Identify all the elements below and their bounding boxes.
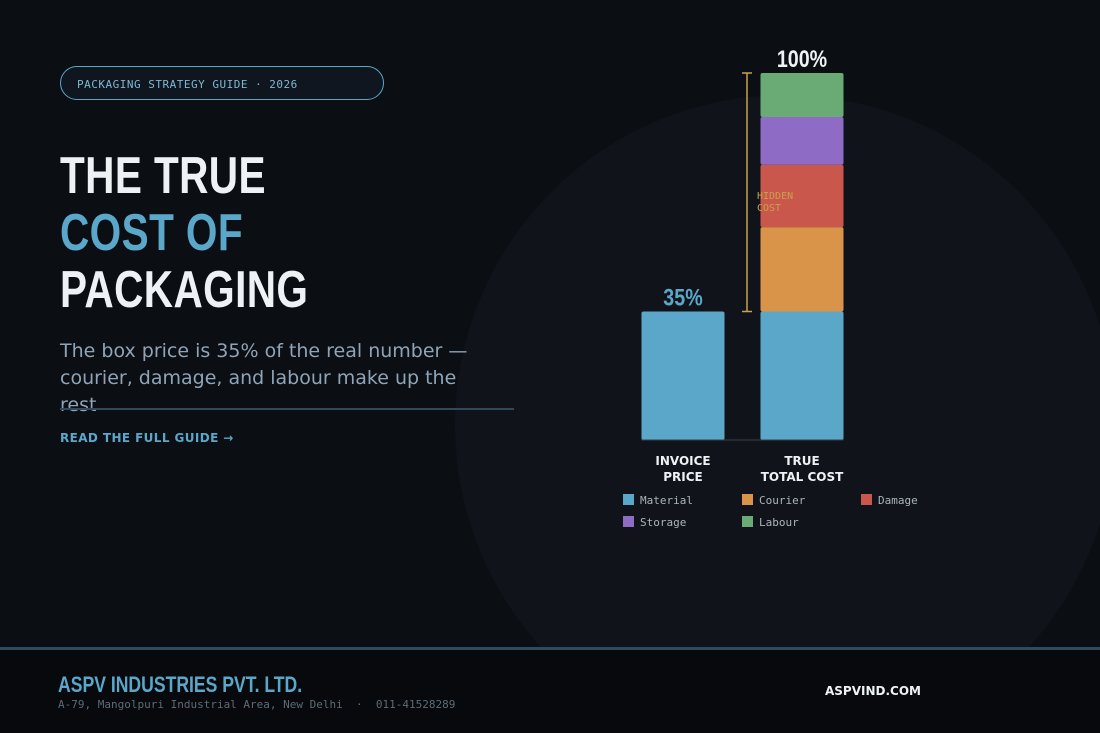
- legend-label: Storage: [640, 516, 687, 529]
- legend-swatch: [742, 494, 753, 505]
- address: A-79, Mangolpuri Industrial Area, New De…: [58, 698, 456, 711]
- legend-entry: Damage: [861, 494, 918, 508]
- legend-entry: Material: [623, 494, 693, 508]
- legend-label: Courier: [759, 494, 806, 507]
- title-line: THE TRUE: [60, 147, 266, 205]
- x-tick-label: TRUE TOTAL COST: [760, 454, 844, 484]
- bar-segment: [760, 164, 844, 228]
- bar-segment: [760, 73, 844, 118]
- title-line: COST OF: [60, 204, 243, 262]
- total-label: 35%: [663, 284, 702, 311]
- tag-pill: PACKAGING STRATEGY GUIDE · 2026: [60, 66, 384, 100]
- footer: [0, 647, 1100, 733]
- legend-label: Damage: [878, 494, 918, 507]
- legend-entry: Courier: [742, 494, 805, 508]
- divider: [60, 408, 514, 410]
- bar-segment: [641, 311, 725, 440]
- legend-label: Material: [640, 494, 693, 507]
- legend-swatch: [623, 494, 634, 505]
- subtitle: The box price is 35% of the real number …: [60, 340, 468, 416]
- legend-swatch: [742, 516, 753, 527]
- hidden-cost-bracket: [742, 72, 752, 313]
- total-label: 100%: [777, 45, 827, 72]
- legend-swatch: [623, 516, 634, 527]
- legend-entry: Storage: [623, 516, 686, 530]
- legend-label: Labour: [759, 516, 799, 529]
- title-line: PACKAGING: [60, 261, 309, 319]
- website-link[interactable]: ASPVIND.COM: [825, 684, 921, 698]
- bar-segment: [760, 311, 844, 440]
- legend-swatch: [861, 494, 872, 505]
- x-tick-label: INVOICE PRICE: [655, 454, 711, 484]
- cta-link[interactable]: READ THE FULL GUIDE →: [60, 431, 234, 445]
- legend-entry: Labour: [742, 516, 799, 530]
- bar-segment: [760, 117, 844, 165]
- annotation: HIDDEN COST: [757, 191, 794, 214]
- bar-segment: [760, 227, 844, 312]
- company-name: ASPV INDUSTRIES PVT. LTD.: [58, 672, 303, 697]
- chart: 35% 100%: [641, 45, 844, 441]
